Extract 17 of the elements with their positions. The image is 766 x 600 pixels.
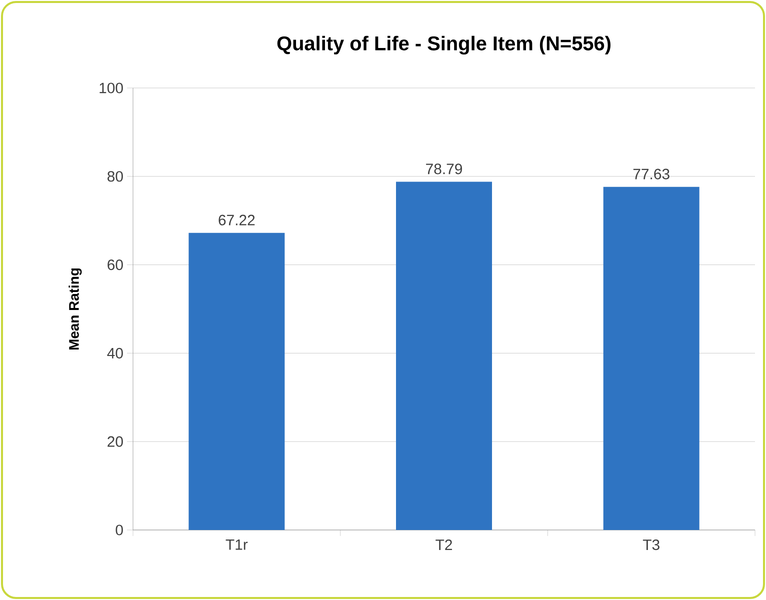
bar — [396, 182, 492, 530]
x-tick-label: T3 — [642, 540, 660, 550]
y-tick-label: 60 — [108, 259, 123, 270]
y-tick-label: 0 — [116, 524, 123, 536]
y-axis-title: Mean Rating — [68, 268, 82, 350]
y-tick-label: 80 — [108, 171, 123, 182]
x-tick-label: T1r — [226, 540, 248, 550]
y-tick-label: 40 — [107, 348, 123, 358]
y-tick-label: 20 — [108, 436, 123, 447]
data-label: 67.22 — [218, 214, 255, 226]
data-label: 78.79 — [426, 164, 462, 174]
x-tick-label: T2 — [436, 540, 452, 550]
y-tick-label: 100 — [100, 82, 123, 94]
bar — [188, 232, 285, 530]
bar — [603, 186, 700, 530]
chart-title: Quality of Life - Single Item (N=556) — [277, 36, 610, 54]
data-label: 77.63 — [633, 168, 670, 180]
